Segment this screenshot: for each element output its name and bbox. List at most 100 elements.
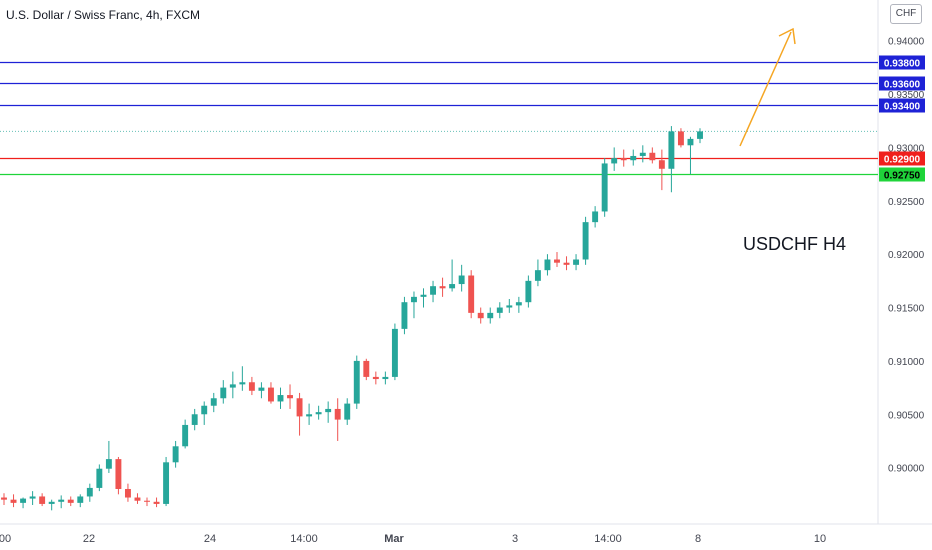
candle (372, 371, 379, 385)
candle-body (182, 424, 189, 447)
candle-body (96, 468, 103, 488)
y-tick-label: 0.91000 (888, 357, 925, 368)
candle (630, 149, 637, 166)
candle-body (105, 459, 112, 469)
candle (86, 483, 93, 502)
candle (525, 275, 532, 308)
level-price-tag[interactable] (879, 55, 925, 70)
forecast-arrow[interactable] (739, 27, 796, 147)
candle-body (554, 259, 560, 263)
candle (592, 206, 599, 228)
currency-badge[interactable]: CHF (890, 4, 922, 24)
candle-body (420, 294, 427, 297)
arrow-head[interactable] (778, 27, 796, 45)
candle-body (153, 501, 160, 504)
candle-body (611, 158, 618, 164)
candle (563, 256, 570, 271)
candle (10, 494, 17, 508)
candle (449, 259, 456, 292)
candle (58, 495, 65, 509)
level-price-label: 0.93800 (884, 59, 921, 70)
candle (29, 491, 36, 505)
candle-body (458, 275, 465, 285)
candle (534, 259, 541, 287)
candle (458, 264, 465, 292)
candle (325, 401, 332, 423)
candle-body (592, 211, 599, 223)
level-price-tag[interactable] (879, 76, 925, 91)
candle (182, 419, 189, 449)
candle-series (1, 126, 703, 511)
candle-body (630, 155, 637, 161)
candle (105, 440, 112, 473)
candle-body (620, 158, 627, 161)
candle (601, 158, 608, 217)
chart-title: U.S. Dollar / Swiss Franc, 4h, FXCM (6, 8, 201, 22)
candle-body (258, 387, 265, 391)
chart-annotation[interactable]: USDCHF H4 (743, 234, 846, 254)
candle-body (487, 312, 494, 319)
candle-body (201, 405, 208, 415)
x-tick-label: 14:00 (290, 533, 318, 545)
x-tick-label: 22 (83, 533, 95, 545)
x-tick-label: 14:00 (594, 533, 622, 545)
candle (124, 483, 131, 502)
candle-body (1, 497, 7, 500)
horizontal-levels[interactable]: 0.93800 0.93600 0.93400 0.92900 0.92750 (0, 55, 925, 182)
candle-body (191, 414, 198, 425)
candle (649, 147, 656, 164)
candle (191, 408, 198, 431)
candle (430, 280, 436, 303)
candle-body (277, 395, 284, 402)
candle-body (220, 387, 227, 399)
candle (77, 494, 84, 508)
candle (277, 387, 284, 409)
candle-body (697, 131, 703, 139)
candle (554, 252, 560, 267)
candle (515, 296, 522, 313)
candle (248, 376, 255, 396)
candle (677, 128, 684, 148)
candle (306, 403, 313, 425)
candle-body (67, 499, 74, 503)
candle (201, 401, 208, 425)
y-tick-label: 0.93500 (888, 90, 925, 101)
candle-body (58, 499, 65, 502)
candle-body (229, 384, 236, 388)
candle-body (77, 496, 84, 503)
price-axis[interactable]: 0.94000 0.93500 0.93000 0.92500 0.92000 0.915… (888, 37, 925, 475)
candle-body (506, 305, 513, 308)
candle (229, 371, 236, 399)
candle (115, 456, 122, 495)
candle-body (468, 275, 475, 313)
candle (687, 136, 694, 175)
candle-body (544, 259, 551, 271)
candle (163, 456, 170, 507)
candle (477, 307, 484, 324)
arrow-shaft[interactable] (739, 31, 792, 147)
candle (258, 382, 265, 399)
level-price-tag[interactable] (879, 167, 925, 182)
candle-body (268, 387, 274, 402)
candle-body (287, 395, 293, 399)
candle (582, 216, 589, 265)
candle (220, 380, 227, 404)
candle-body (144, 500, 150, 502)
time-axis[interactable]: 00 22 24 14:00 Mar 3 14:00 8 10 (0, 533, 826, 545)
level-price-tag[interactable] (879, 98, 925, 113)
candle-body (363, 360, 370, 377)
candle (296, 392, 303, 436)
x-tick-label: 10 (814, 533, 826, 545)
level-price-tag[interactable] (879, 151, 925, 166)
x-tick-label: 00 (0, 533, 11, 545)
candle (239, 366, 246, 391)
candle-body (658, 160, 665, 169)
candle (172, 440, 179, 468)
y-tick-label: 0.92000 (888, 250, 925, 261)
level-price-label: 0.92900 (884, 155, 921, 166)
candle-body (534, 270, 541, 281)
candle-body (677, 131, 684, 146)
candle-body (601, 163, 608, 212)
candle-body (172, 446, 179, 463)
